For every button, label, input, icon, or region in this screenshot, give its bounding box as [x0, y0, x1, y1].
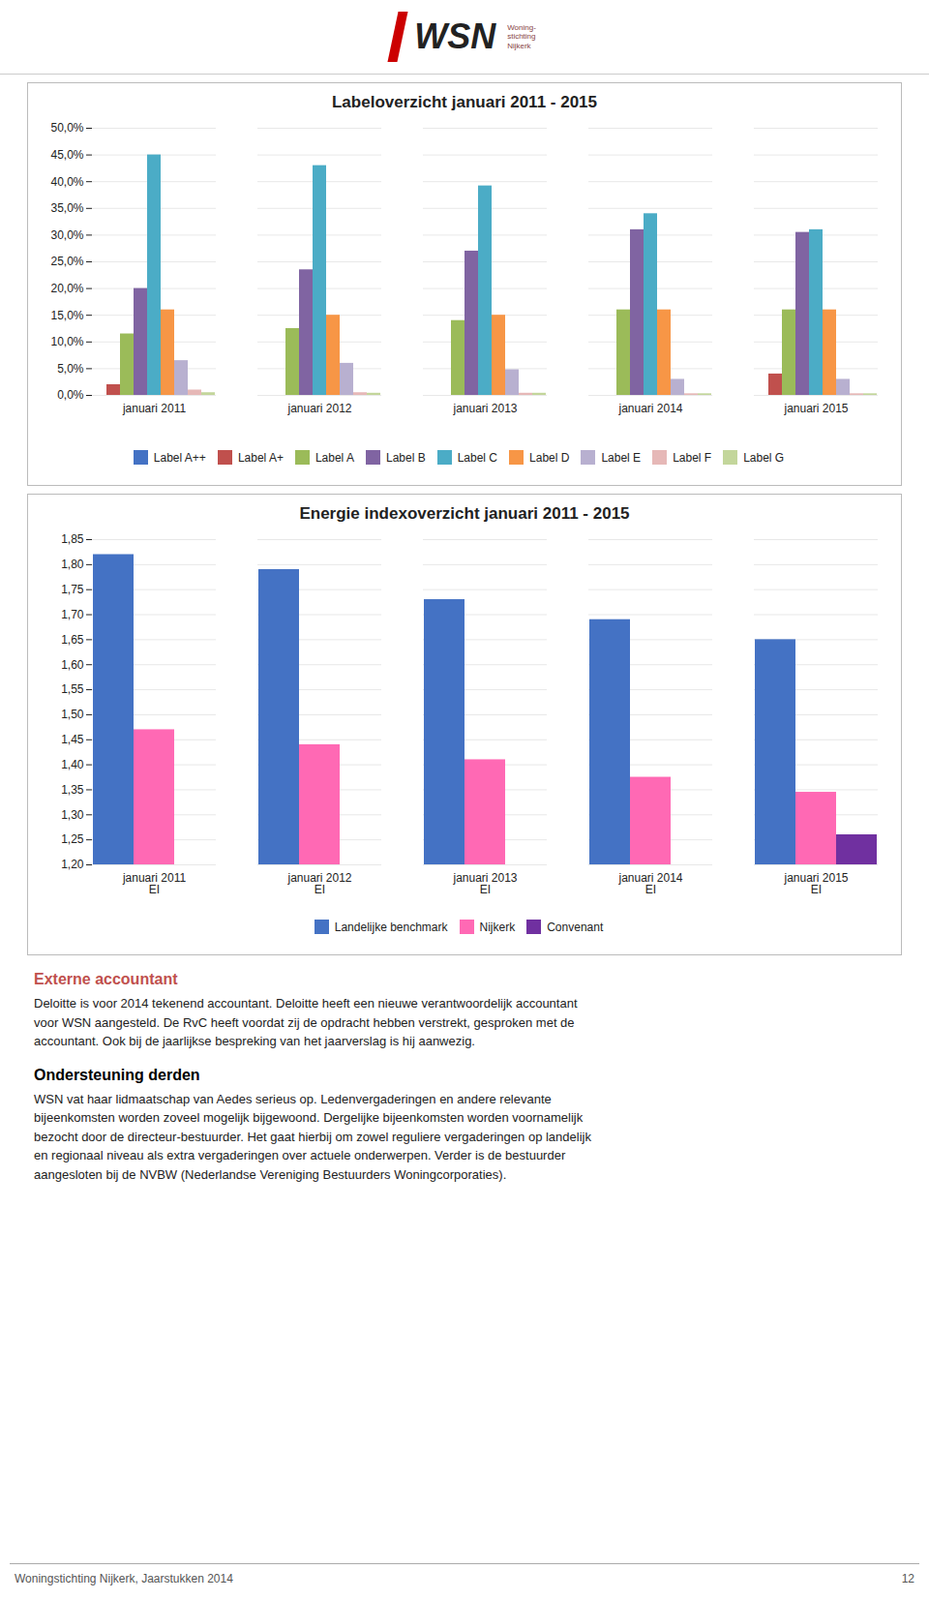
svg-text:januari 2015: januari 2015	[782, 401, 848, 416]
html-text:Label B: Label B	[386, 450, 426, 465]
svg-text:januari 2013EI: januari 2013EI	[451, 870, 517, 897]
svg-text:1,65: 1,65	[60, 632, 85, 647]
html-text:Woningstichting Nijkerk, Jaars: Woningstichting Nijkerk, Jaarstukken 201…	[14, 1571, 234, 1586]
svg-text:40,0%: 40,0%	[50, 175, 84, 189]
html-text:Convenant: Convenant	[546, 919, 604, 934]
svg-text:januari 2013: januari 2013	[451, 401, 517, 416]
html-text:Label C: Label C	[457, 450, 498, 465]
svg-text:1,75: 1,75	[60, 582, 85, 597]
svg-text:20,0%: 20,0%	[50, 281, 84, 296]
svg-text:januari 2011EI: januari 2011EI	[121, 870, 186, 897]
html-text:Label A++: Label A++	[153, 450, 207, 465]
svg-text:1,55: 1,55	[60, 682, 85, 696]
html-text:en regionaal niveau als extra: en regionaal niveau als extra vergaderin…	[33, 1147, 566, 1163]
svg-text:50,0%: 50,0%	[50, 120, 84, 135]
html-text:Externe accountant: Externe accountant	[33, 970, 178, 988]
svg-text:1,30: 1,30	[60, 808, 85, 822]
html-text:Nijkerk: Nijkerk	[479, 919, 516, 934]
svg-text:30,0%: 30,0%	[50, 228, 84, 242]
svg-text:januari 2011: januari 2011	[121, 401, 186, 416]
html-text:Label A+: Label A+	[237, 450, 284, 465]
svg-text:45,0%: 45,0%	[50, 148, 84, 162]
svg-text:januari 2015EI: januari 2015EI	[782, 870, 848, 897]
svg-text:1,45: 1,45	[60, 732, 85, 747]
html-text:voor WSN aangesteld. De RvC he: voor WSN aangesteld. De RvC heeft voorda…	[33, 1014, 575, 1030]
svg-text:januari 2012: januari 2012	[286, 401, 352, 416]
html-text:aangesloten bij de NVBW (Neder: aangesloten bij de NVBW (Nederlandse Ver…	[33, 1166, 507, 1182]
html-text:Nijkerk: Nijkerk	[507, 41, 531, 51]
html-text:Energie indexoverzicht januari: Energie indexoverzicht januari 2011 - 20…	[299, 504, 630, 523]
svg-text:1,40: 1,40	[60, 757, 85, 772]
html-text:Label E: Label E	[601, 450, 641, 465]
html-text:bezocht door de directeur-best: bezocht door de directeur-bestuurder. He…	[33, 1128, 592, 1144]
svg-text:0,0%: 0,0%	[57, 388, 85, 402]
svg-text:5,0%: 5,0%	[57, 361, 85, 376]
html-text:stichting: stichting	[507, 32, 536, 41]
html-text:Label F: Label F	[672, 450, 712, 465]
svg-text:35,0%: 35,0%	[50, 201, 84, 215]
svg-text:1,70: 1,70	[60, 607, 85, 622]
html-text:12: 12	[901, 1571, 915, 1586]
html-text:bijeenkomsten worden zoveel mo: bijeenkomsten worden zoveel mogelijk bij…	[33, 1109, 583, 1125]
svg-text:1,60: 1,60	[60, 658, 85, 672]
html-text:Label D: Label D	[529, 450, 570, 465]
html-text:Label A: Label A	[315, 450, 355, 465]
html-text:WSN: WSN	[414, 16, 496, 57]
svg-text:januari 2012EI: januari 2012EI	[286, 870, 352, 897]
html-text:Deloitte is voor 2014 tekenend: Deloitte is voor 2014 tekenend accountan…	[33, 995, 578, 1011]
svg-text:1,25: 1,25	[60, 832, 85, 846]
html-text:Landelijke benchmark: Landelijke benchmark	[334, 919, 448, 934]
svg-text:25,0%: 25,0%	[50, 254, 84, 269]
svg-text:1,80: 1,80	[60, 557, 85, 571]
html-text:accountant. Ook bij de jaarlij: accountant. Ook bij de jaarlijkse bespre…	[33, 1033, 476, 1049]
html-text:WSN vat haar lidmaatschap van: WSN vat haar lidmaatschap van Aedes seri…	[33, 1091, 552, 1106]
html-text:Woning-: Woning-	[507, 22, 536, 32]
html-text:Label G: Label G	[743, 450, 785, 465]
svg-text:januari 2014: januari 2014	[617, 401, 683, 416]
svg-text:1,85: 1,85	[60, 532, 85, 546]
html-text:Labeloverzicht januari 2011 -: Labeloverzicht januari 2011 - 2015	[331, 92, 598, 112]
svg-text:10,0%: 10,0%	[50, 334, 84, 349]
svg-text:1,50: 1,50	[60, 707, 85, 721]
html-text:Ondersteuning derden: Ondersteuning derden	[33, 1065, 200, 1083]
svg-text:januari 2014EI: januari 2014EI	[617, 870, 683, 897]
svg-text:15,0%: 15,0%	[50, 308, 84, 323]
svg-text:1,35: 1,35	[60, 782, 85, 797]
svg-text:1,20: 1,20	[60, 857, 85, 871]
